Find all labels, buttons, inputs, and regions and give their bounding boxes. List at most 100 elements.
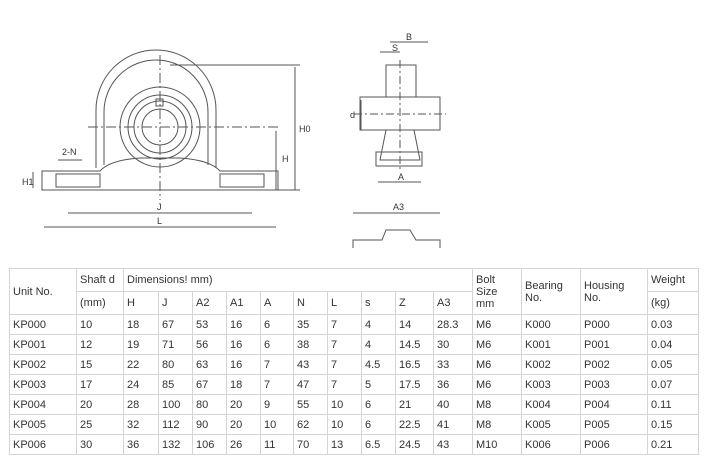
header-unit-no: Unit No. bbox=[9, 268, 77, 315]
table-cell: 17.5 bbox=[395, 374, 434, 395]
table-cell: P006 bbox=[580, 434, 648, 455]
table-cell: 7 bbox=[327, 314, 362, 335]
table-cell: 36 bbox=[433, 374, 473, 395]
label-h: H bbox=[282, 154, 289, 164]
header-dim-a1: A1 bbox=[226, 291, 261, 315]
table-cell: 0.05 bbox=[647, 354, 699, 375]
table-cell: P002 bbox=[580, 354, 648, 375]
table-row: KP000 10 18 67 53 16 6 35 7 4 14 28.3 M6 K000 P000 0.03 bbox=[9, 314, 699, 335]
table-cell: 40 bbox=[433, 394, 473, 415]
table-cell: 53 bbox=[192, 314, 227, 335]
label-a: A bbox=[398, 172, 404, 182]
table-cell: M6 bbox=[472, 314, 522, 335]
table-cell: KP001 bbox=[9, 334, 77, 355]
table-cell: 43 bbox=[433, 434, 473, 455]
table-cell: KP006 bbox=[9, 434, 77, 455]
table-cell: 43 bbox=[293, 354, 328, 375]
table-cell: 132 bbox=[158, 434, 193, 455]
table-cell: P003 bbox=[580, 374, 648, 395]
table-cell: 13 bbox=[327, 434, 362, 455]
table-cell: 6 bbox=[361, 394, 396, 415]
table-cell: 28 bbox=[123, 394, 159, 415]
table-cell: K006 bbox=[521, 434, 581, 455]
table-cell: KP005 bbox=[9, 414, 77, 435]
table-cell: 7 bbox=[327, 334, 362, 355]
table-cell: 85 bbox=[158, 374, 193, 395]
table-cell: M6 bbox=[472, 334, 522, 355]
table-cell: KP003 bbox=[9, 374, 77, 395]
table-cell: 70 bbox=[293, 434, 328, 455]
table-cell: KP004 bbox=[9, 394, 77, 415]
table-cell: 30 bbox=[76, 434, 124, 455]
header-shaft-unit: (mm) bbox=[76, 291, 124, 315]
label-b: B bbox=[406, 32, 412, 42]
table-cell: 4 bbox=[361, 314, 396, 335]
label-j: J bbox=[157, 202, 162, 212]
table-cell: 0.07 bbox=[647, 374, 699, 395]
table-cell: 55 bbox=[293, 394, 328, 415]
table-cell: K003 bbox=[521, 374, 581, 395]
table-cell: 0.03 bbox=[647, 314, 699, 335]
table-cell: 17 bbox=[76, 374, 124, 395]
label-h1: H1 bbox=[22, 177, 34, 187]
table-row: KP001 12 19 71 56 16 6 38 7 4 14.5 30 M6 K001 P001 0.04 bbox=[9, 334, 699, 355]
table-cell: 38 bbox=[293, 334, 328, 355]
table-cell: 4 bbox=[361, 334, 396, 355]
table-cell: 106 bbox=[192, 434, 227, 455]
table-cell: 16 bbox=[226, 334, 261, 355]
table-cell: K000 bbox=[521, 314, 581, 335]
table-cell: 16 bbox=[226, 314, 261, 335]
table-row: KP003 17 24 85 67 18 7 47 7 5 17.5 36 M6 K003 P003 0.07 bbox=[9, 374, 699, 395]
table-cell: 11 bbox=[260, 434, 294, 455]
header-dim-n: N bbox=[293, 291, 328, 315]
table-cell: 0.15 bbox=[647, 414, 699, 435]
table-cell: P000 bbox=[580, 314, 648, 335]
table-cell: 100 bbox=[158, 394, 193, 415]
header-dim-z: Z bbox=[395, 291, 434, 315]
pillow-block-bearing-drawing: 2-N H1 J L H H0 B S d A A3 bbox=[22, 32, 446, 248]
table-cell: 10 bbox=[76, 314, 124, 335]
table-cell: 24 bbox=[123, 374, 159, 395]
dimensions-table: Unit No. Shaft d Dimensions! mm) Bolt Si… bbox=[9, 268, 699, 455]
table-cell: 80 bbox=[192, 394, 227, 415]
header-dim-l: L bbox=[327, 291, 362, 315]
table-cell: 6 bbox=[361, 414, 396, 435]
table-cell: 112 bbox=[158, 414, 193, 435]
table-cell: 7 bbox=[260, 374, 294, 395]
table-cell: 35 bbox=[293, 314, 328, 335]
table-cell: 90 bbox=[192, 414, 227, 435]
header-shaft-d: Shaft d bbox=[76, 268, 124, 292]
header-dim-a2: A2 bbox=[192, 291, 227, 315]
label-2n: 2-N bbox=[62, 147, 77, 157]
table-cell: 28.3 bbox=[433, 314, 473, 335]
table-cell: 20 bbox=[76, 394, 124, 415]
table-cell: P001 bbox=[580, 334, 648, 355]
housing-outline bbox=[95, 49, 217, 168]
table-cell: 15 bbox=[76, 354, 124, 375]
table-cell: M8 bbox=[472, 394, 522, 415]
table-cell: 20 bbox=[226, 414, 261, 435]
table-cell: M6 bbox=[472, 354, 522, 375]
table-cell: 10 bbox=[260, 414, 294, 435]
table-cell: 10 bbox=[327, 394, 362, 415]
table-cell: P004 bbox=[580, 394, 648, 415]
table-cell: 19 bbox=[123, 334, 159, 355]
table-cell: 16.5 bbox=[395, 354, 434, 375]
header-bearing-no: Bearing No. bbox=[521, 268, 581, 315]
header-weight-unit: (kg) bbox=[647, 291, 699, 315]
table-cell: 6.5 bbox=[361, 434, 396, 455]
label-l: L bbox=[157, 216, 162, 226]
header-dim-j: J bbox=[158, 291, 193, 315]
table-cell: 67 bbox=[192, 374, 227, 395]
table-cell: 10 bbox=[327, 414, 362, 435]
table-cell: 7 bbox=[327, 354, 362, 375]
table-cell: 0.21 bbox=[647, 434, 699, 455]
table-cell: 0.04 bbox=[647, 334, 699, 355]
table-cell: 80 bbox=[158, 354, 193, 375]
header-dim-a3: A3 bbox=[433, 291, 473, 315]
table-cell: 6 bbox=[260, 334, 294, 355]
table-cell: M10 bbox=[472, 434, 522, 455]
table-cell: 6 bbox=[260, 314, 294, 335]
table-cell: 7 bbox=[327, 374, 362, 395]
table-cell: P005 bbox=[580, 414, 648, 435]
